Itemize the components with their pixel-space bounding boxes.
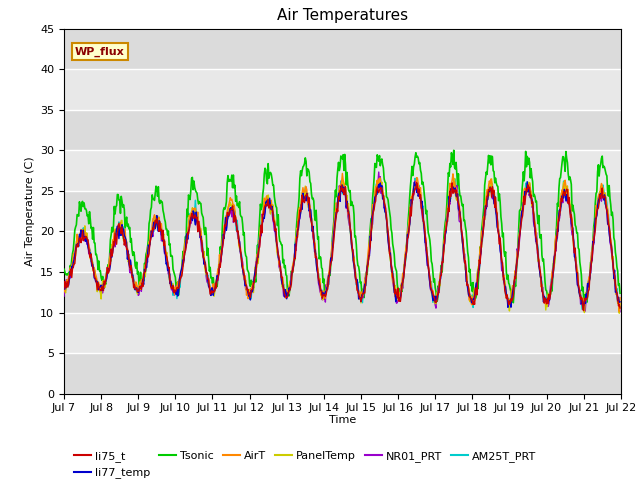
Title: Air Temperatures: Air Temperatures [277, 9, 408, 24]
Legend: li75_t, li77_temp, Tsonic, AirT, PanelTemp, NR01_PRT, AM25T_PRT: li75_t, li77_temp, Tsonic, AirT, PanelTe… [70, 446, 541, 480]
Bar [64, 191, 621, 231]
Y-axis label: Air Temperature (C): Air Temperature (C) [24, 156, 35, 266]
Bar [64, 110, 621, 150]
Text: WP_flux: WP_flux [75, 47, 125, 57]
Bar [64, 29, 621, 69]
X-axis label: Time: Time [329, 415, 356, 425]
Bar [64, 353, 621, 394]
Bar [64, 272, 621, 312]
